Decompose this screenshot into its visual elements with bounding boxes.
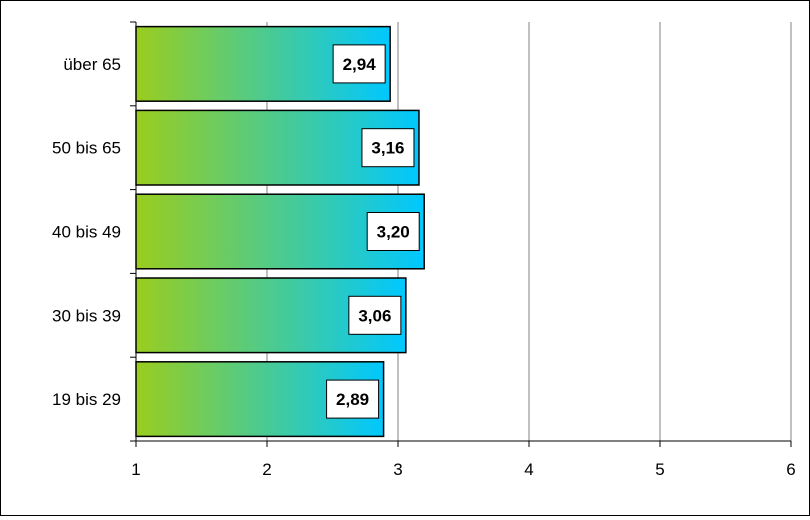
value-label-4: 3,16 [371,139,404,158]
category-label-5: über 65 [63,55,121,74]
x-tick-label-4: 4 [524,460,533,479]
x-tick-label-1: 1 [131,460,140,479]
category-label-4: 50 bis 65 [52,139,121,158]
x-tick-label-5: 5 [655,460,664,479]
category-label-3: 40 bis 49 [52,223,121,242]
x-tick-label-2: 2 [262,460,271,479]
category-label-2: 30 bis 39 [52,306,121,325]
x-tick-label-3: 3 [393,460,402,479]
value-label-3: 3,20 [377,223,410,242]
value-label-2: 3,06 [358,306,391,325]
category-label-1: 19 bis 29 [52,390,121,409]
value-label-1: 2,89 [336,390,369,409]
x-tick-label-6: 6 [786,460,795,479]
value-label-5: 2,94 [343,55,377,74]
